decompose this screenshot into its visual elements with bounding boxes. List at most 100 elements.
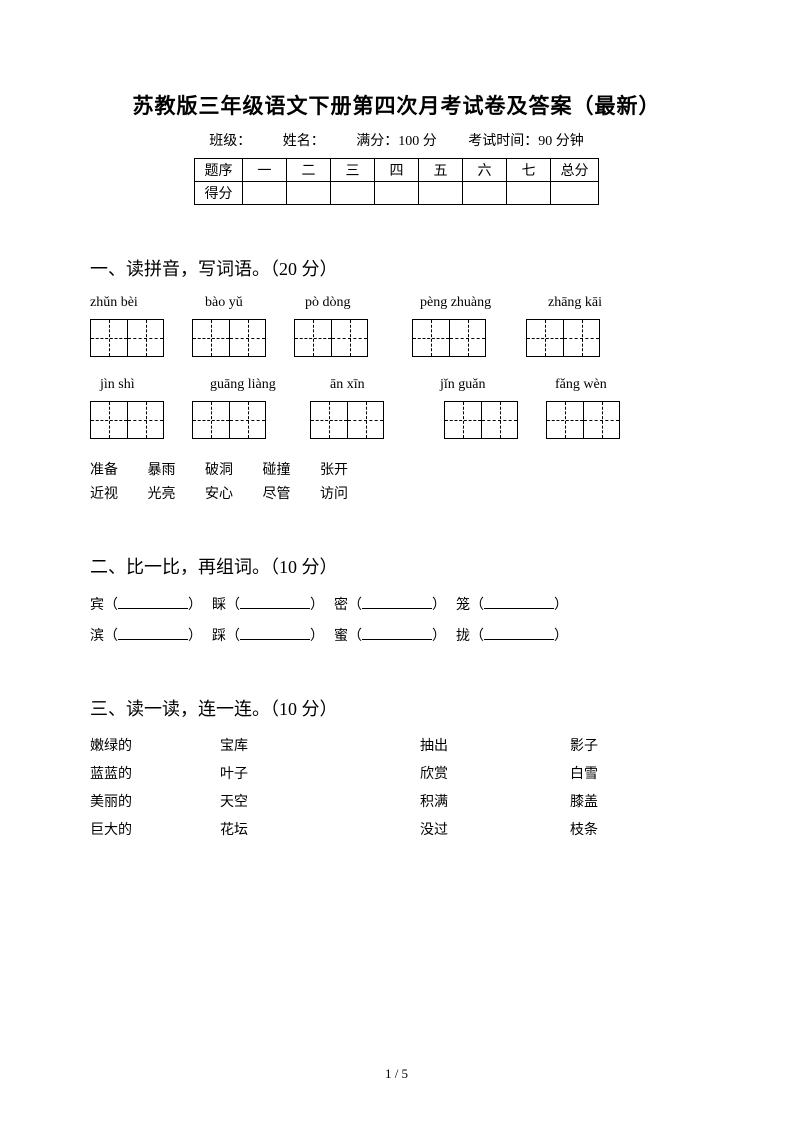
row2-header-cell: 得分 [195, 182, 243, 205]
section2-row-1: 宾（） 睬（） 密（） 笼（） [90, 593, 703, 614]
char-pair [444, 401, 518, 439]
sec2-char: 密 [334, 594, 348, 614]
sec3-cell: 花坛 [220, 819, 420, 839]
section2-row-2: 滨（） 踩（） 蜜（） 拢（） [90, 624, 703, 645]
char-box [127, 320, 163, 356]
answer-word: 访问 [320, 483, 348, 503]
blank [484, 593, 554, 609]
char-box [563, 320, 599, 356]
char-box [347, 402, 383, 438]
col-cell: 六 [463, 159, 507, 182]
char-pair [90, 401, 164, 439]
table-row: 得分 [195, 182, 599, 205]
blank [362, 624, 432, 640]
score-cell [375, 182, 419, 205]
answer-word: 暴雨 [148, 459, 176, 479]
char-pair [526, 319, 600, 357]
pinyin-item: pò dòng [305, 295, 420, 311]
sec2-char: 笼 [456, 594, 470, 614]
section1-boxes-row-1 [90, 319, 703, 357]
answer-word: 碰撞 [263, 459, 291, 479]
table-row: 题序 一 二 三 四 五 六 七 总分 [195, 159, 599, 182]
char-box [91, 320, 127, 356]
sec2-char: 滨 [90, 625, 104, 645]
char-box [295, 320, 331, 356]
sec2-item: 睬（） [212, 593, 324, 614]
char-box [193, 402, 229, 438]
pinyin-item: jìn shì [100, 377, 210, 393]
sec2-item: 滨（） [90, 624, 202, 645]
blank [484, 624, 554, 640]
col-cell: 七 [507, 159, 551, 182]
section2-heading: 二、比一比，再组词。（10 分） [90, 553, 703, 579]
score-cell [551, 182, 599, 205]
col-cell: 二 [287, 159, 331, 182]
page-number: 1 / 5 [0, 1066, 793, 1082]
sec3-row: 美丽的 天空 积满 膝盖 [90, 791, 703, 811]
pinyin-item: bào yǔ [205, 295, 305, 311]
sec3-cell: 影子 [570, 735, 630, 755]
answer-word: 光亮 [148, 483, 176, 503]
char-box [527, 320, 563, 356]
name-label: 姓名： [283, 130, 325, 150]
char-box [547, 402, 583, 438]
score-cell [463, 182, 507, 205]
sec2-char: 踩 [212, 625, 226, 645]
sec3-cell: 天空 [220, 791, 420, 811]
full-score: 满分：100 分 [356, 130, 437, 150]
answer-word: 准备 [90, 459, 118, 479]
sec3-cell: 嫩绿的 [90, 735, 220, 755]
sec3-cell: 巨大的 [90, 819, 220, 839]
sec2-item: 笼（） [456, 593, 568, 614]
answer-word: 近视 [90, 483, 118, 503]
section1-answers-row-2: 近视 光亮 安心 尽管 访问 [90, 483, 703, 503]
blank [118, 593, 188, 609]
pinyin-item: fǎng wèn [555, 377, 655, 393]
char-box [229, 402, 265, 438]
col-cell: 五 [419, 159, 463, 182]
answer-word: 张开 [320, 459, 348, 479]
col-cell: 一 [243, 159, 287, 182]
sec3-row: 蓝蓝的 叶子 欣赏 白雪 [90, 763, 703, 783]
sec3-row: 嫩绿的 宝库 抽出 影子 [90, 735, 703, 755]
char-pair [90, 319, 164, 357]
char-box [91, 402, 127, 438]
answer-word: 安心 [205, 483, 233, 503]
col-cell: 三 [331, 159, 375, 182]
sec3-cell: 积满 [420, 791, 570, 811]
char-pair [310, 401, 384, 439]
exam-time: 考试时间：90 分钟 [468, 130, 584, 150]
blank [118, 624, 188, 640]
char-box [229, 320, 265, 356]
char-box [445, 402, 481, 438]
section3-heading: 三、读一读，连一连。（10 分） [90, 695, 703, 721]
col-cell: 四 [375, 159, 419, 182]
sec2-item: 踩（） [212, 624, 324, 645]
char-pair [192, 401, 266, 439]
section1-boxes-row-2 [90, 401, 703, 439]
char-box [193, 320, 229, 356]
sec3-cell: 叶子 [220, 763, 420, 783]
pinyin-item: jǐn guǎn [440, 377, 555, 393]
blank [240, 593, 310, 609]
sec2-item: 密（） [334, 593, 446, 614]
sec3-cell: 蓝蓝的 [90, 763, 220, 783]
sec2-item: 拢（） [456, 624, 568, 645]
answer-word: 破洞 [205, 459, 233, 479]
sec2-item: 蜜（） [334, 624, 446, 645]
class-label: 班级： [209, 130, 251, 150]
section1-heading: 一、读拼音，写词语。（20 分） [90, 255, 703, 281]
char-box [413, 320, 449, 356]
score-table: 题序 一 二 三 四 五 六 七 总分 得分 [194, 158, 599, 205]
exam-meta-line: 班级： 姓名： 满分：100 分 考试时间：90 分钟 [90, 130, 703, 150]
pinyin-item: zhǔn bèi [90, 295, 205, 311]
sec3-cell: 欣赏 [420, 763, 570, 783]
section1-answers-row-1: 准备 暴雨 破洞 碰撞 张开 [90, 459, 703, 479]
blank [362, 593, 432, 609]
sec3-row: 巨大的 花坛 没过 枝条 [90, 819, 703, 839]
page-title: 苏教版三年级语文下册第四次月考试卷及答案（最新） [90, 90, 703, 120]
score-cell [419, 182, 463, 205]
answer-word: 尽管 [263, 483, 291, 503]
sec3-cell: 宝库 [220, 735, 420, 755]
total-cell: 总分 [551, 159, 599, 182]
